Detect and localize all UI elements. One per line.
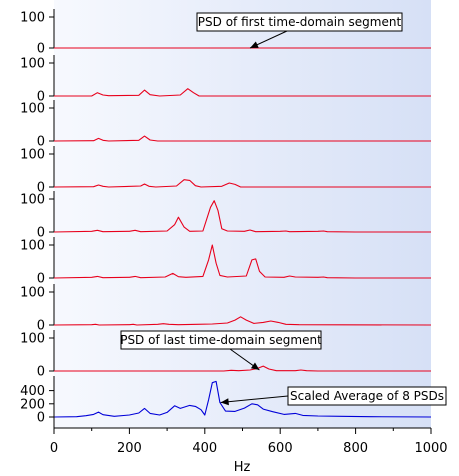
- panel-segment-6: 0 100: [20, 237, 431, 287]
- y-tick-label: 0: [37, 42, 45, 57]
- y-tick-label: 100: [20, 239, 45, 254]
- panel-segment-2: 0 100: [20, 55, 431, 105]
- x-tick-label: 1000: [414, 441, 447, 456]
- annotation-text: PSD of first time-domain segment: [198, 15, 402, 29]
- panel-segment-4: 0 100: [20, 146, 431, 196]
- y-tick-label: 100: [20, 148, 45, 163]
- annotation-3: Scaled Average of 8 PSDs: [220, 386, 447, 406]
- series-line-segment-7: [53, 316, 432, 326]
- y-tick-label: 0: [37, 226, 45, 241]
- series-line-segment-4: [53, 179, 431, 188]
- panel-segment-3: 0 100: [20, 100, 431, 150]
- annotation-text: PSD of last time-domain segment: [120, 333, 322, 347]
- y-tick-label: 100: [20, 57, 45, 72]
- y-tick-label: 100: [20, 332, 45, 347]
- y-tick-label: 400: [20, 384, 45, 399]
- x-tick-label: 800: [343, 441, 368, 456]
- y-tick-label: 100: [20, 102, 45, 117]
- series-line-segment-6: [53, 244, 431, 279]
- annotation-arrowhead: [250, 362, 260, 371]
- y-tick-label: 0: [37, 365, 45, 380]
- y-tick-label: 0: [37, 411, 45, 426]
- y-tick-label: 100: [20, 11, 45, 26]
- x-tick-label: 600: [268, 441, 293, 456]
- annotation-arrow-line: [220, 395, 289, 403]
- series-line-segment-3: [53, 135, 431, 142]
- annotation-arrowhead: [220, 398, 229, 406]
- y-tick-label: 0: [37, 319, 45, 334]
- x-tick-label: 200: [117, 441, 142, 456]
- plot-background: [54, 0, 431, 428]
- annotation-text: Scaled Average of 8 PSDs: [290, 389, 444, 403]
- annotation-box: [196, 12, 403, 32]
- series-line-segment-8: [54, 365, 431, 372]
- y-tick-label: 200: [20, 397, 45, 412]
- y-tick-label: 0: [37, 272, 45, 287]
- annotation-box: [120, 330, 322, 350]
- series-line-segment-5: [53, 200, 431, 233]
- annotation-1: PSD of first time-domain segment: [196, 12, 403, 49]
- y-tick-label: 0: [37, 181, 45, 196]
- x-tick-label: 0: [50, 441, 58, 456]
- x-tick-label: 400: [192, 441, 217, 456]
- annotations: PSD of first time-domain segment PSD of l…: [120, 12, 447, 406]
- annotation-arrowhead: [250, 41, 259, 48]
- y-tick-label: 0: [37, 90, 45, 105]
- y-tick-label: 100: [20, 193, 45, 208]
- x-axis: 0 200 400 600 800 1000: [50, 376, 448, 456]
- series-line-segment-2: [54, 88, 431, 97]
- panel-segment-8: 0 100: [20, 330, 431, 380]
- panel-segment-7: 0 100: [20, 284, 432, 334]
- y-tick-label: 0: [37, 135, 45, 150]
- panel-segment-5: 0 100: [20, 191, 431, 241]
- x-axis-label: Hz: [234, 460, 251, 475]
- panel-segment-1: 0 100: [20, 9, 431, 57]
- y-tick-label: 100: [20, 286, 45, 301]
- annotation-2: PSD of last time-domain segment: [120, 330, 322, 371]
- series-line-average: [53, 380, 432, 418]
